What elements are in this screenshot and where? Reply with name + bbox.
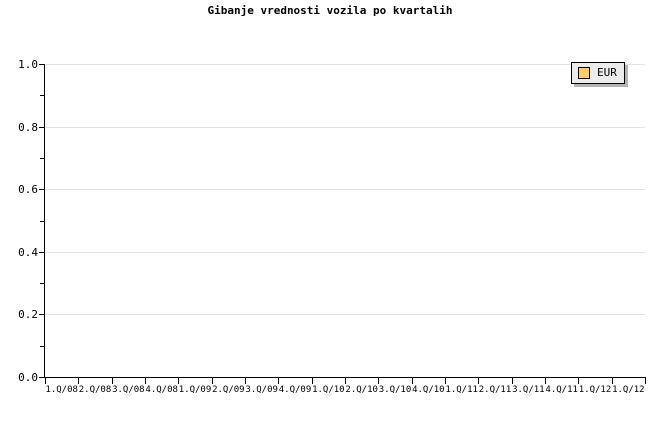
y-axis-tick	[39, 251, 45, 253]
x-axis-tick-label: 1.Q/09	[178, 385, 212, 395]
y-axis-minor-tick	[40, 283, 45, 285]
x-axis-tick	[378, 378, 379, 384]
y-axis-minor-tick	[40, 220, 45, 222]
x-axis-tick-label: 2.Q/09	[212, 385, 245, 395]
y-axis-tick	[39, 64, 45, 65]
y-axis-tick-label: 0.4	[18, 245, 38, 259]
x-axis-tick	[178, 378, 179, 384]
x-axis-tick	[145, 378, 146, 384]
x-axis-tick	[245, 378, 246, 384]
x-axis-line	[44, 377, 646, 378]
x-axis-tick-label: 4.Q/11	[545, 385, 578, 395]
x-axis-tick-label: 3.Q/11	[512, 385, 545, 395]
legend-label-eur: EUR	[597, 66, 617, 79]
x-axis-tick	[78, 378, 79, 384]
gridline	[45, 189, 645, 191]
x-axis-tick-label: 3.Q/10	[378, 385, 412, 395]
y-axis-tick-label: 0.2	[18, 308, 38, 322]
x-axis-tick	[545, 378, 546, 384]
y-axis-tick-label: 0.8	[18, 120, 38, 134]
gridline	[45, 251, 645, 253]
x-axis-tick-label: 4.Q/09	[278, 385, 312, 395]
x-axis-tick	[478, 378, 479, 384]
chart-title: Gibanje vrednosti vozila po kvartalih	[207, 4, 453, 17]
gridline	[45, 126, 645, 128]
x-axis-tick-label: 2.Q/08	[78, 385, 112, 395]
x-axis-tick-label: 1.Q/11	[445, 385, 478, 395]
x-axis-tick-label: 4.Q/08	[145, 385, 178, 395]
x-axis-tick-label: 1.Q/12	[578, 385, 612, 395]
x-axis-tick	[45, 378, 46, 384]
x-axis-tick	[312, 378, 313, 384]
x-axis-tick	[612, 378, 613, 384]
y-axis-tick-label: 0.6	[18, 183, 38, 197]
plot-area	[45, 64, 645, 377]
y-axis-minor-tick	[40, 95, 45, 97]
x-axis-tick-label: 1.Q/10	[312, 385, 345, 395]
x-axis-tick	[412, 378, 413, 384]
x-axis-tick	[445, 378, 446, 384]
x-axis-tick-label: 4.Q/10	[412, 385, 445, 395]
y-axis-tick	[39, 189, 45, 191]
chart-legend[interactable]: EUR	[571, 62, 625, 84]
x-axis-tick	[278, 378, 279, 384]
y-axis-minor-tick	[40, 345, 45, 347]
x-axis-tick	[212, 378, 213, 384]
y-axis-tick-label: 1.0	[18, 58, 38, 71]
x-axis-tick	[112, 378, 113, 384]
x-axis-tick	[645, 378, 646, 384]
gridline	[45, 64, 645, 65]
x-axis-tick-label: 2.Q/11	[478, 385, 512, 395]
x-axis-tick-label: 1.Q/12	[612, 385, 645, 395]
y-axis-minor-tick	[40, 157, 45, 159]
y-axis-tick	[39, 314, 45, 316]
x-axis-tick	[578, 378, 579, 384]
x-axis-tick-label: 3.Q/09	[245, 385, 278, 395]
plot-background	[45, 64, 645, 377]
x-axis-tick	[345, 378, 346, 384]
x-axis-tick-label: 2.Q/10	[345, 385, 378, 395]
x-axis-tick-label: 3.Q/08	[112, 385, 145, 395]
legend-swatch-eur	[578, 67, 590, 79]
gridline	[45, 314, 645, 316]
y-axis-tick	[39, 377, 45, 378]
x-axis-tick	[512, 378, 513, 384]
x-axis-tick-label: 1.Q/08	[45, 385, 78, 395]
y-axis-tick	[39, 126, 45, 128]
y-axis-tick-label: 0.0	[18, 371, 38, 384]
